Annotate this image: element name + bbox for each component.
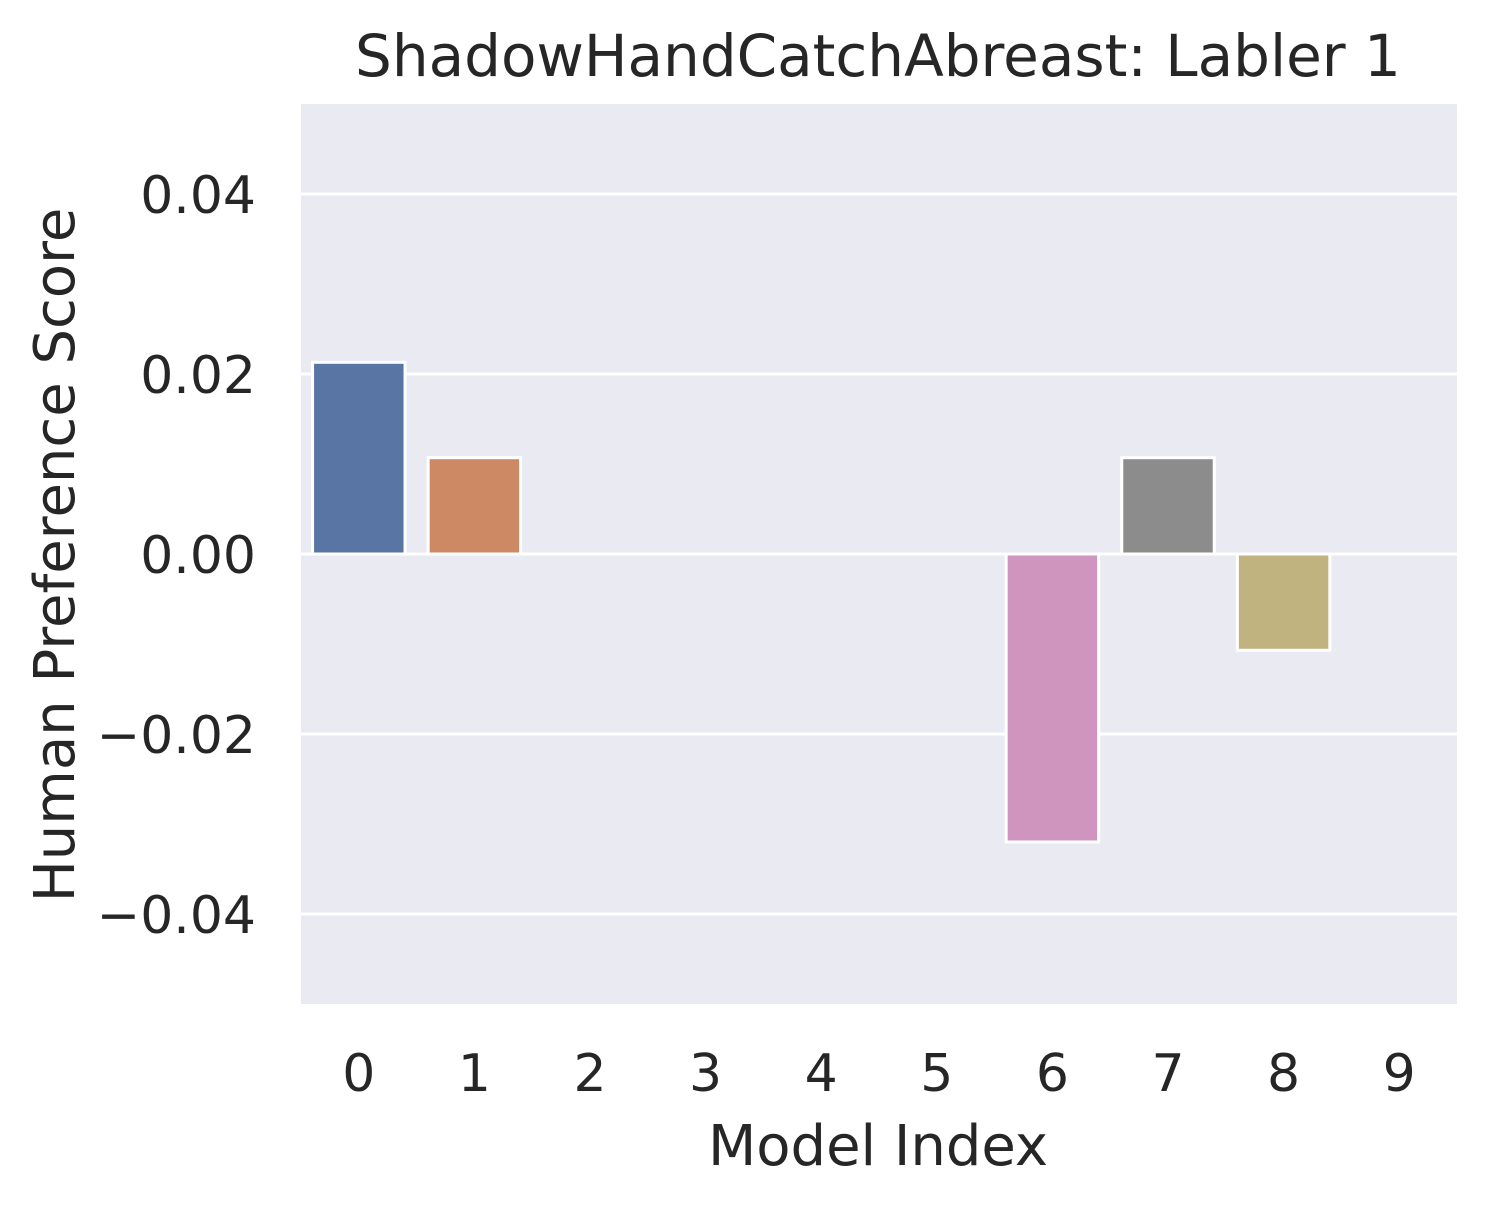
x-tick-label: 4 bbox=[805, 1044, 838, 1104]
x-tick-label: 9 bbox=[1383, 1044, 1416, 1104]
bar-model-0 bbox=[311, 360, 407, 556]
x-tick-label: 2 bbox=[573, 1044, 606, 1104]
x-tick-label: 8 bbox=[1267, 1044, 1300, 1104]
bars bbox=[311, 360, 1332, 844]
x-tick-label: 6 bbox=[1036, 1044, 1069, 1104]
x-tick-label: 5 bbox=[920, 1044, 953, 1104]
bar-model-6 bbox=[1004, 552, 1101, 844]
y-tick-label: 0.04 bbox=[140, 166, 256, 226]
y-tick-label: 0.02 bbox=[140, 346, 256, 406]
y-tick-label: 0.00 bbox=[140, 526, 256, 586]
x-axis-label: Model Index bbox=[708, 1114, 1048, 1179]
bar-model-1 bbox=[426, 456, 523, 556]
x-tick-label: 7 bbox=[1151, 1044, 1184, 1104]
y-tick-label: −0.04 bbox=[97, 886, 256, 946]
bar-model-7 bbox=[1120, 456, 1216, 556]
x-tick-labels: 0 1 2 3 4 5 6 7 8 9 bbox=[342, 1044, 1415, 1104]
y-tick-labels: −0.04 −0.02 0.00 0.02 0.04 bbox=[97, 166, 256, 946]
x-tick-label: 0 bbox=[342, 1044, 375, 1104]
y-tick-label: −0.02 bbox=[97, 706, 256, 766]
y-axis-label: Human Preference Score bbox=[23, 208, 88, 903]
x-tick-label: 1 bbox=[458, 1044, 491, 1104]
bar-model-8 bbox=[1235, 552, 1332, 652]
x-tick-label: 3 bbox=[689, 1044, 722, 1104]
chart-title: ShadowHandCatchAbreast: Labler 1 bbox=[355, 22, 1401, 90]
